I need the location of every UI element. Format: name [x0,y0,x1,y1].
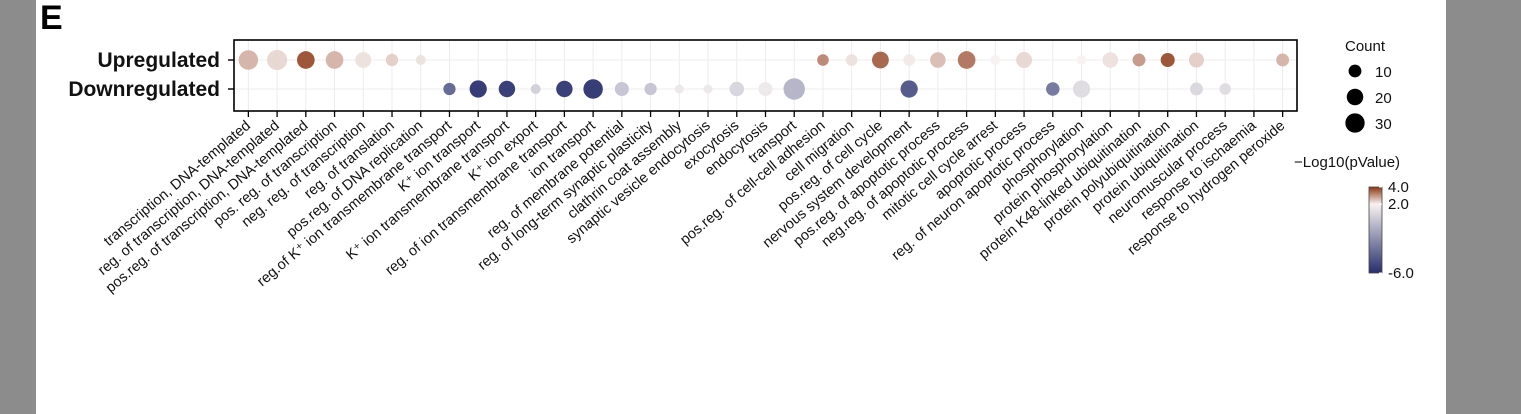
figure-panel: E Upregulated Downregulated transcription,… [36,0,1446,414]
data-bubble [498,80,516,98]
size-legend-bubble [1345,113,1365,133]
data-bubble [644,82,657,96]
data-bubble [1188,52,1204,68]
data-bubble [583,79,603,99]
data-bubble [871,51,889,69]
data-bubble [530,84,541,94]
data-bubble [469,80,487,98]
data-bubble [1016,52,1033,68]
data-bubble [443,82,456,96]
size-legend-bubble [1348,64,1362,78]
data-bubble [783,78,805,100]
data-bubble [1276,53,1290,67]
size-legend-label: 30 [1375,116,1392,133]
data-bubble [674,84,684,94]
data-bubble [1046,82,1060,96]
data-bubble [355,52,372,68]
color-legend-bar [1368,186,1383,274]
color-legend-label: -6.0 [1388,265,1414,282]
data-bubble [903,54,915,66]
data-bubble [1076,55,1087,65]
row-label: Upregulated [97,49,220,72]
size-legend-bubble [1346,88,1364,106]
data-bubble [1072,80,1091,98]
size-legend-title: Count [1345,38,1386,55]
data-bubble [957,51,976,69]
color-legend-label: 4.0 [1388,179,1409,196]
color-legend-title: −Log10(pValue) [1294,154,1400,171]
data-bubble [1219,83,1231,95]
data-bubble [1102,52,1119,68]
data-bubble [614,81,629,97]
data-bubble [817,54,829,66]
data-bubble [267,49,288,71]
data-bubble [729,81,745,97]
data-bubble [1160,52,1175,68]
data-bubble [930,52,946,68]
data-bubble [385,53,399,67]
data-bubble [556,80,573,98]
data-bubble [845,54,858,66]
data-bubble [758,81,773,97]
size-legend-label: 10 [1375,64,1392,81]
data-bubble [703,84,713,94]
data-bubble [325,51,344,69]
panel-letter: E [40,0,63,37]
data-bubble [238,50,259,70]
data-bubble [1189,82,1203,96]
size-legend-label: 20 [1375,90,1392,107]
data-bubble [900,80,918,98]
color-legend-label: 2.0 [1388,196,1409,213]
data-bubble [296,51,315,69]
row-label: Downregulated [68,78,220,101]
data-bubble [415,55,426,65]
data-bubble [1132,53,1146,67]
data-bubble [990,55,1001,65]
